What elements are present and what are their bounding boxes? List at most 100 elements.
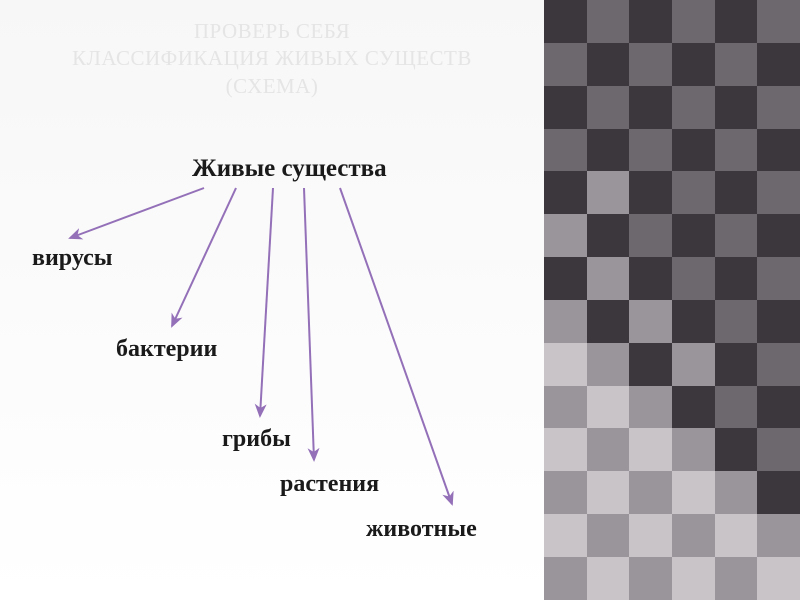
- checker-cell: [757, 343, 800, 386]
- checker-cell: [757, 386, 800, 429]
- checker-cell: [544, 129, 587, 172]
- checker-cell: [587, 471, 630, 514]
- checker-cell: [629, 557, 672, 600]
- checker-cell: [629, 428, 672, 471]
- checker-cell: [757, 257, 800, 300]
- content-area: ПРОВЕРЬ СЕБЯ КЛАССИФИКАЦИЯ ЖИВЫХ СУЩЕСТВ…: [0, 0, 544, 600]
- checker-cell: [715, 171, 758, 214]
- arrow-1: [172, 188, 236, 326]
- checker-cell: [587, 514, 630, 557]
- checker-cell: [629, 171, 672, 214]
- checker-cell: [715, 557, 758, 600]
- checker-cell: [544, 0, 587, 43]
- checker-cell: [672, 129, 715, 172]
- checker-cell: [672, 171, 715, 214]
- leaf-node-2: грибы: [222, 426, 291, 453]
- checker-row: [544, 386, 800, 429]
- checker-cell: [629, 0, 672, 43]
- checker-cell: [544, 214, 587, 257]
- checker-cell: [587, 171, 630, 214]
- checker-cell: [715, 300, 758, 343]
- checker-cell: [715, 386, 758, 429]
- checker-cell: [715, 257, 758, 300]
- checker-cell: [757, 43, 800, 86]
- checker-row: [544, 471, 800, 514]
- checker-row: [544, 214, 800, 257]
- checker-cell: [757, 214, 800, 257]
- checker-row: [544, 0, 800, 43]
- checker-cell: [587, 43, 630, 86]
- checker-cell: [715, 214, 758, 257]
- checker-cell: [629, 514, 672, 557]
- checker-cell: [672, 0, 715, 43]
- checker-pattern: [544, 0, 800, 600]
- checker-cell: [715, 86, 758, 129]
- checker-cell: [672, 214, 715, 257]
- checker-cell: [715, 471, 758, 514]
- checker-cell: [757, 557, 800, 600]
- checker-row: [544, 171, 800, 214]
- checker-cell: [672, 386, 715, 429]
- checker-cell: [629, 43, 672, 86]
- arrow-3: [304, 188, 314, 460]
- checker-row: [544, 514, 800, 557]
- title-line-1: ПРОВЕРЬ СЕБЯ: [0, 18, 544, 45]
- checker-cell: [672, 343, 715, 386]
- leaf-node-1: бактерии: [116, 336, 217, 363]
- checker-cell: [757, 171, 800, 214]
- checker-cell: [544, 471, 587, 514]
- checker-cell: [629, 129, 672, 172]
- leaf-node-0: вирусы: [32, 245, 112, 272]
- checker-cell: [544, 557, 587, 600]
- checker-cell: [544, 257, 587, 300]
- checker-cell: [629, 300, 672, 343]
- checker-cell: [715, 43, 758, 86]
- checker-row: [544, 428, 800, 471]
- checker-cell: [757, 129, 800, 172]
- checker-cell: [629, 343, 672, 386]
- checker-cell: [672, 86, 715, 129]
- arrow-2: [260, 188, 273, 416]
- checker-cell: [672, 43, 715, 86]
- checker-cell: [757, 300, 800, 343]
- checker-cell: [544, 514, 587, 557]
- checker-row: [544, 557, 800, 600]
- checker-cell: [672, 428, 715, 471]
- checker-cell: [757, 471, 800, 514]
- checker-cell: [757, 514, 800, 557]
- checker-cell: [587, 257, 630, 300]
- title-line-2: КЛАССИФИКАЦИЯ ЖИВЫХ СУЩЕСТВ: [0, 45, 544, 72]
- slide-title: ПРОВЕРЬ СЕБЯ КЛАССИФИКАЦИЯ ЖИВЫХ СУЩЕСТВ…: [0, 18, 544, 100]
- leaf-node-3: растения: [280, 471, 379, 498]
- checker-row: [544, 343, 800, 386]
- leaf-node-4: животные: [366, 516, 477, 543]
- root-node: Живые существа: [192, 155, 387, 183]
- checker-row: [544, 129, 800, 172]
- checker-cell: [715, 129, 758, 172]
- checker-cell: [672, 257, 715, 300]
- checker-row: [544, 257, 800, 300]
- checker-row: [544, 43, 800, 86]
- checker-cell: [757, 428, 800, 471]
- checker-cell: [715, 0, 758, 43]
- checker-cell: [715, 514, 758, 557]
- arrow-0: [70, 188, 204, 238]
- checker-cell: [544, 428, 587, 471]
- checker-row: [544, 300, 800, 343]
- checker-cell: [715, 343, 758, 386]
- checker-cell: [544, 343, 587, 386]
- checker-cell: [672, 300, 715, 343]
- checker-cell: [629, 386, 672, 429]
- checker-cell: [757, 0, 800, 43]
- checker-cell: [629, 214, 672, 257]
- checker-cell: [587, 343, 630, 386]
- checker-cell: [544, 43, 587, 86]
- checker-cell: [672, 514, 715, 557]
- checker-cell: [587, 86, 630, 129]
- checker-cell: [544, 300, 587, 343]
- checker-cell: [587, 300, 630, 343]
- checker-cell: [757, 86, 800, 129]
- arrow-4: [340, 188, 452, 504]
- checker-cell: [587, 129, 630, 172]
- checker-cell: [672, 557, 715, 600]
